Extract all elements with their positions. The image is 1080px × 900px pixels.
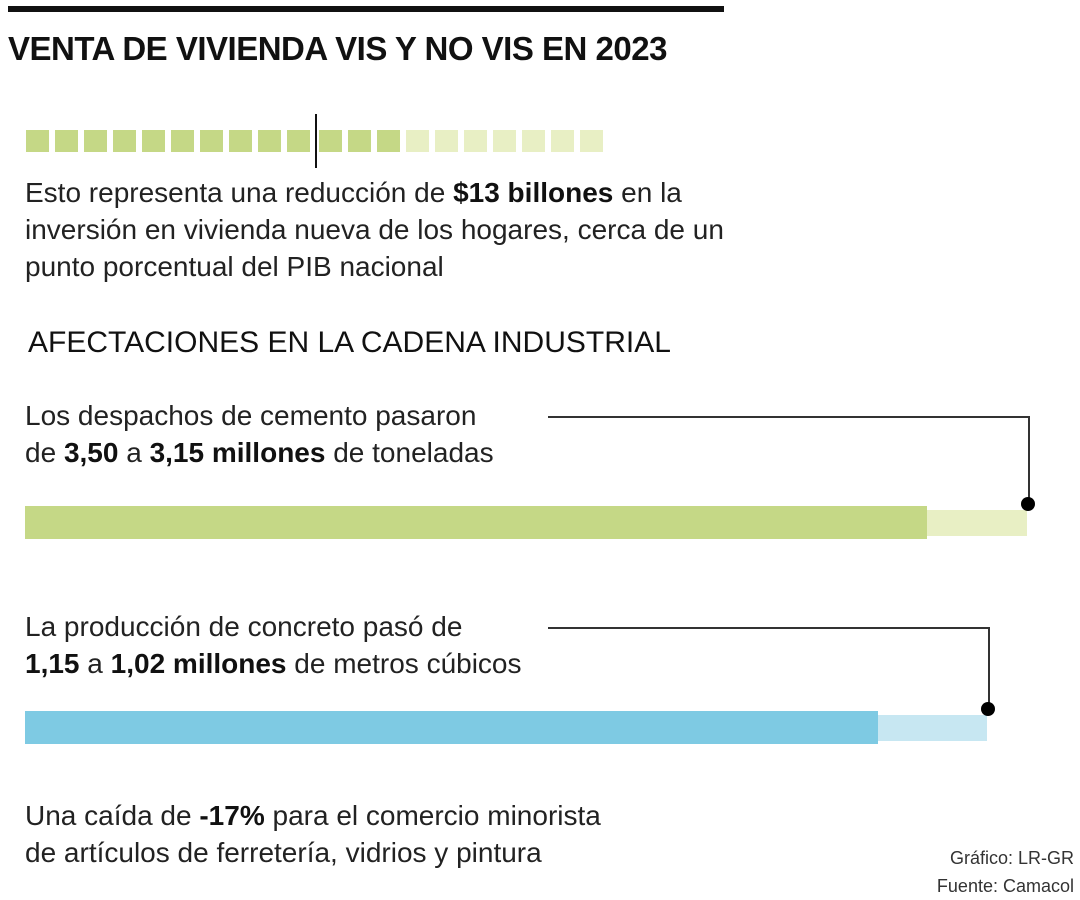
retail-text: Una caída de -17% para el comercio minor… (25, 800, 601, 868)
unit-square-filled (287, 130, 310, 152)
unit-square-empty (464, 130, 487, 152)
unit-square-filled (84, 130, 107, 152)
cement-leader-vline (1028, 416, 1030, 504)
unit-square-filled (113, 130, 136, 152)
bar-after-value (25, 506, 927, 539)
unit-square-filled (200, 130, 223, 152)
squares-divider (315, 114, 317, 168)
concrete-leader-line (548, 627, 989, 629)
intro-text: Esto representa una reducción de $13 bil… (25, 177, 724, 282)
graphic-credit: Gráfico: LR-GR (949, 848, 1074, 868)
concrete-text: La producción de concreto pasó de 1,15 a … (25, 611, 522, 679)
concrete-leader-vline (988, 627, 990, 709)
unit-square-empty (493, 130, 516, 152)
unit-square-filled (171, 130, 194, 152)
cement-leader-line (548, 416, 1029, 418)
unit-square-filled (319, 130, 342, 152)
unit-square-filled (377, 130, 400, 152)
page-title: VENTA DE VIVIENDA VIS Y NO VIS EN 2023 (8, 30, 667, 67)
bar-after-value (25, 711, 879, 744)
top-rule (8, 6, 724, 12)
source-credit: Fuente: Camacol (936, 876, 1074, 896)
bar-end-dot (981, 702, 995, 716)
unit-square-filled (229, 130, 252, 152)
section-title: AFECTACIONES EN LA CADENA INDUSTRIAL (28, 326, 671, 359)
bar-end-dot (1021, 497, 1035, 511)
unit-square-empty (522, 130, 545, 152)
bar-before-value (878, 715, 987, 741)
unit-square-empty (551, 130, 574, 152)
unit-square-filled (258, 130, 281, 152)
unit-square-empty (406, 130, 429, 152)
unit-square-filled (26, 130, 49, 152)
cement-text: Los despachos de cemento pasaron de 3,50 … (25, 400, 494, 468)
bar-before-value (926, 510, 1027, 536)
unit-square-empty (435, 130, 458, 152)
unit-square-filled (142, 130, 165, 152)
unit-square-filled (55, 130, 78, 152)
unit-square-empty (580, 130, 603, 152)
unit-square-filled (348, 130, 371, 152)
